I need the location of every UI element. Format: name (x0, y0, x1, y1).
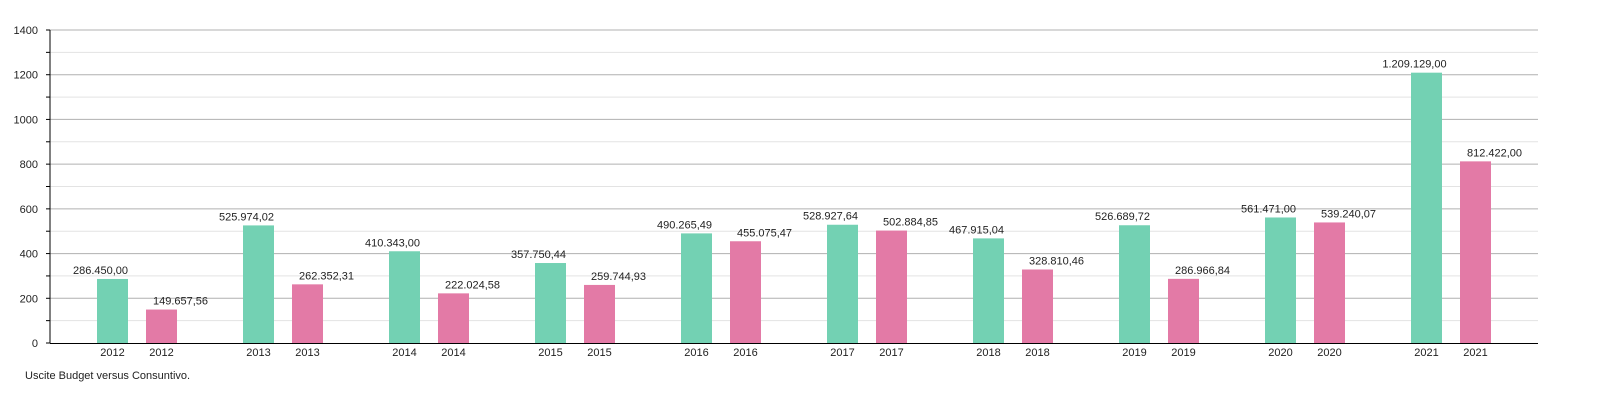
bar-2016-consuntivo (730, 241, 761, 343)
x-tick-label: 2015 (587, 347, 611, 359)
bar-2019-budget (1119, 225, 1150, 343)
x-tick-label: 2013 (246, 347, 270, 359)
bar-2019-consuntivo (1168, 278, 1199, 343)
data-label: 561.471,00 (1241, 203, 1296, 215)
data-label: 328.810,46 (1029, 255, 1084, 267)
bar-2020-budget (1265, 217, 1296, 343)
data-label: 357.750,44 (511, 249, 566, 261)
data-label: 455.075,47 (737, 227, 792, 239)
y-tick-label: 600 (20, 204, 38, 216)
data-label: 410.343,00 (365, 237, 420, 249)
x-tick-label: 2021 (1463, 347, 1487, 359)
data-label: 286.966,84 (1175, 265, 1230, 277)
data-label: 1.209.129,00 (1382, 59, 1446, 71)
bar-2012-budget (97, 278, 128, 343)
x-tick-label: 2013 (295, 347, 319, 359)
bar-2018-consuntivo (1022, 269, 1053, 343)
data-label: 490.265,49 (657, 219, 712, 231)
y-tick-label: 800 (20, 159, 38, 171)
bar-2014-consuntivo (438, 293, 469, 343)
bar-2021-consuntivo (1460, 161, 1491, 343)
bar-2015-budget (535, 263, 566, 343)
x-tick-label: 2019 (1171, 347, 1195, 359)
y-tick-label: 0 (32, 338, 38, 350)
x-tick-label: 2018 (1025, 347, 1049, 359)
bar-2021-budget (1411, 72, 1442, 343)
data-label: 222.024,58 (445, 279, 500, 291)
x-tick-label: 2012 (149, 347, 173, 359)
x-tick-label: 2012 (100, 347, 124, 359)
data-label: 149.657,56 (153, 296, 208, 308)
x-tick-label: 2017 (830, 347, 854, 359)
bar-2015-consuntivo (584, 284, 615, 343)
data-label: 262.352,31 (299, 270, 354, 282)
data-label: 812.422,00 (1467, 147, 1522, 159)
data-label: 528.927,64 (803, 211, 858, 223)
data-label: 502.884,85 (883, 217, 938, 229)
y-tick-label: 1000 (14, 114, 38, 126)
x-tick-label: 2021 (1414, 347, 1438, 359)
x-tick-label: 2015 (538, 347, 562, 359)
y-tick-label: 400 (20, 249, 38, 261)
data-label: 539.240,07 (1321, 208, 1376, 220)
bar-2016-budget (681, 233, 712, 343)
bar-2017-consuntivo (876, 230, 907, 343)
bar-2012-consuntivo (146, 309, 177, 343)
x-tick-label: 2018 (976, 347, 1000, 359)
x-tick-label: 2016 (733, 347, 757, 359)
bar-2017-budget (827, 224, 858, 343)
chart-caption: Uscite Budget versus Consuntivo. (25, 370, 191, 382)
x-tick-label: 2020 (1268, 347, 1292, 359)
data-label: 526.689,72 (1095, 211, 1150, 223)
data-label: 467.915,04 (949, 224, 1004, 236)
x-tick-label: 2019 (1122, 347, 1146, 359)
x-tick-label: 2020 (1317, 347, 1341, 359)
data-label: 525.974,02 (219, 211, 274, 223)
x-tick-label: 2016 (684, 347, 708, 359)
bar-2013-budget (243, 225, 274, 343)
y-tick-label: 1400 (14, 25, 38, 37)
x-tick-label: 2017 (879, 347, 903, 359)
x-tick-label: 2014 (392, 347, 416, 359)
x-tick-label: 2014 (441, 347, 465, 359)
data-label: 286.450,00 (73, 265, 128, 277)
bar-2018-budget (973, 238, 1004, 343)
y-tick-label: 200 (20, 293, 38, 305)
bar-2020-consuntivo (1314, 222, 1345, 343)
data-label: 259.744,93 (591, 271, 646, 283)
bar-2013-consuntivo (292, 284, 323, 343)
y-tick-label: 1200 (14, 70, 38, 82)
bar-2014-budget (389, 251, 420, 343)
